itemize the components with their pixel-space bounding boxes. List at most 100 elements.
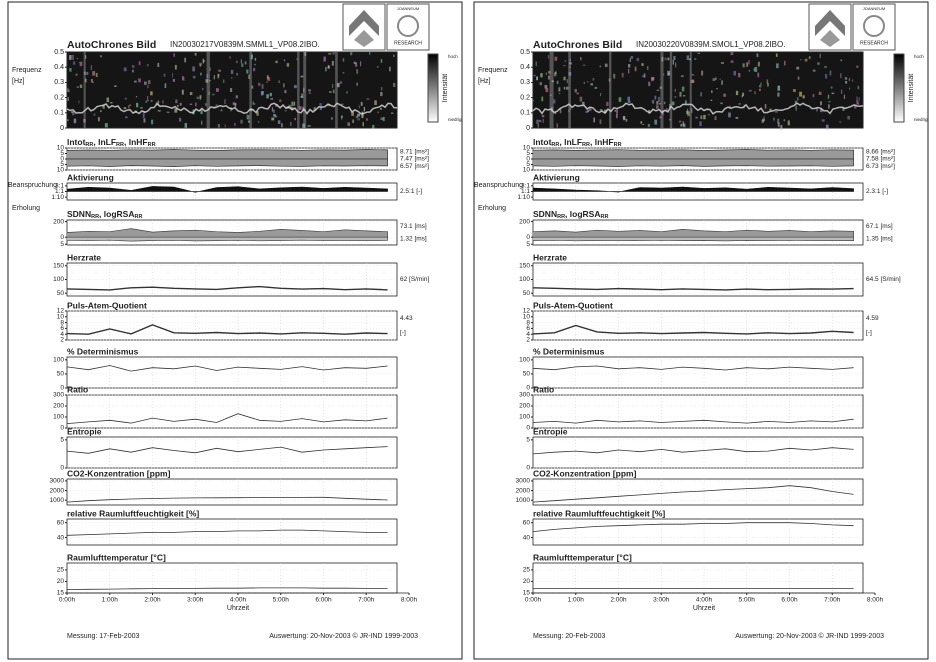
spectrogram-texture: [800, 59, 802, 61]
spectrogram-texture: [545, 72, 547, 76]
spectrogram-texture: [763, 116, 765, 121]
spectrogram-texture: [357, 113, 361, 117]
spectrogram-texture: [380, 59, 383, 63]
spectrogram-texture: [254, 57, 257, 61]
title-part: RR: [134, 214, 142, 220]
spectrogram-texture: [372, 124, 375, 129]
spectrogram-texture: [147, 84, 149, 89]
spectrogram-texture: [325, 67, 327, 72]
spectrogram-texture: [774, 110, 778, 113]
spectrogram-texture: [199, 97, 201, 101]
side-label: Beanspruchung: [8, 182, 57, 189]
spectrogram-texture: [389, 66, 391, 72]
spectrogram-texture: [71, 54, 75, 60]
spectrogram-texture: [189, 92, 193, 96]
panel-title: Raumlufttemperatur [°C]: [67, 552, 166, 562]
spectrogram-texture: [759, 88, 761, 92]
y-tick-label: 1:10: [51, 194, 64, 201]
y-tick-label: 0.5: [520, 49, 530, 56]
y-tick-label: 0: [60, 125, 64, 132]
spectrogram-texture: [841, 89, 843, 94]
spectrogram-texture: [83, 118, 86, 123]
y-tick-label: 10: [523, 314, 531, 321]
line: [66, 529, 388, 536]
y-tick-label: 10: [523, 167, 531, 174]
spectrogram-texture: [650, 77, 654, 82]
area: [532, 186, 854, 193]
y-tick-label: 40: [57, 534, 65, 541]
spectrogram-texture: [67, 87, 69, 92]
spectrogram-texture: [761, 119, 765, 123]
spectrogram-texture: [123, 67, 127, 72]
spectrogram-texture: [249, 52, 252, 128]
y-tick-label: 0: [60, 465, 64, 472]
spectrogram-texture: [784, 60, 786, 66]
spectrogram-texture: [157, 100, 160, 106]
spectrogram-texture: [79, 61, 83, 67]
spectrogram-texture: [642, 123, 645, 125]
panel-title: Entropie: [533, 426, 568, 436]
spectrogram-texture: [174, 64, 177, 70]
spectrogram-texture: [393, 82, 396, 87]
y-tick-label: 4: [60, 331, 64, 338]
spectrogram-texture: [707, 114, 711, 116]
footer-right: Auswertung: 20-Nov-2003 © JR-IND 1999-20…: [735, 632, 884, 640]
spectrogram-texture: [328, 91, 332, 93]
spectrogram-texture: [672, 59, 674, 65]
spectrogram-texture: [332, 83, 334, 89]
y-tick-label: 20: [523, 578, 531, 585]
y-tick-label: 10: [523, 145, 531, 152]
spectrogram-texture: [678, 120, 682, 123]
line: [66, 365, 388, 372]
spectrogram-texture: [76, 86, 79, 88]
spectrogram-texture: [712, 78, 716, 81]
y-tick-label: 150: [53, 262, 64, 269]
spectrogram-texture: [711, 90, 713, 93]
y-tick-label: 100: [519, 414, 530, 421]
y-tick-label: 50: [523, 290, 531, 297]
spectrogram-texture: [742, 94, 744, 96]
spectrogram-texture: [271, 117, 275, 121]
spectrogram-texture: [828, 100, 831, 103]
spectrogram-texture: [104, 123, 108, 128]
spectrogram-texture: [267, 77, 271, 81]
side-label: Erholung: [12, 205, 40, 212]
spectrogram-texture: [301, 93, 304, 99]
spectrogram-texture: [241, 63, 244, 68]
spectrogram-texture: [720, 62, 724, 64]
spectrogram-texture: [540, 73, 543, 78]
spectrogram-texture: [565, 86, 569, 90]
spectrogram-texture: [590, 83, 593, 86]
spectrogram-texture: [199, 64, 202, 67]
spectrogram-texture: [687, 111, 690, 117]
spectrogram-texture: [240, 119, 243, 124]
spectrogram-texture: [655, 105, 659, 109]
y-tick-label: 6: [60, 325, 64, 332]
y-tick-label: 0: [60, 156, 64, 163]
spectrogram-texture: [592, 78, 595, 81]
panel-title: CO2-Konzentration [ppm]: [533, 468, 637, 478]
spectrogram-texture: [797, 97, 799, 101]
x-tick-label: 2:00h: [144, 597, 161, 604]
spectrogram-texture: [848, 87, 851, 90]
spectrogram-texture: [252, 67, 256, 72]
spectrogram-texture: [647, 123, 650, 128]
y-tick-label: 3000: [516, 478, 531, 485]
spectrogram-texture: [302, 123, 306, 128]
spectrogram-texture: [689, 52, 692, 128]
y-tick-label: 0: [526, 465, 530, 472]
panel-title: SDNNRR, logRSARR: [67, 209, 142, 220]
spectrogram-texture: [360, 101, 363, 106]
spectrogram-texture: [568, 62, 572, 65]
spectrogram-texture: [723, 93, 726, 97]
spectrogram-texture: [568, 66, 571, 68]
spectrogram-texture: [183, 77, 185, 81]
spectrogram-texture: [99, 55, 103, 58]
spectrogram-texture: [714, 116, 717, 121]
spectrogram-texture: [816, 107, 818, 112]
line: [532, 485, 854, 503]
spectrogram-texture: [700, 115, 703, 120]
spectrogram-texture: [356, 82, 358, 86]
spectrogram-texture: [298, 106, 302, 110]
spectrogram-texture: [716, 88, 718, 90]
